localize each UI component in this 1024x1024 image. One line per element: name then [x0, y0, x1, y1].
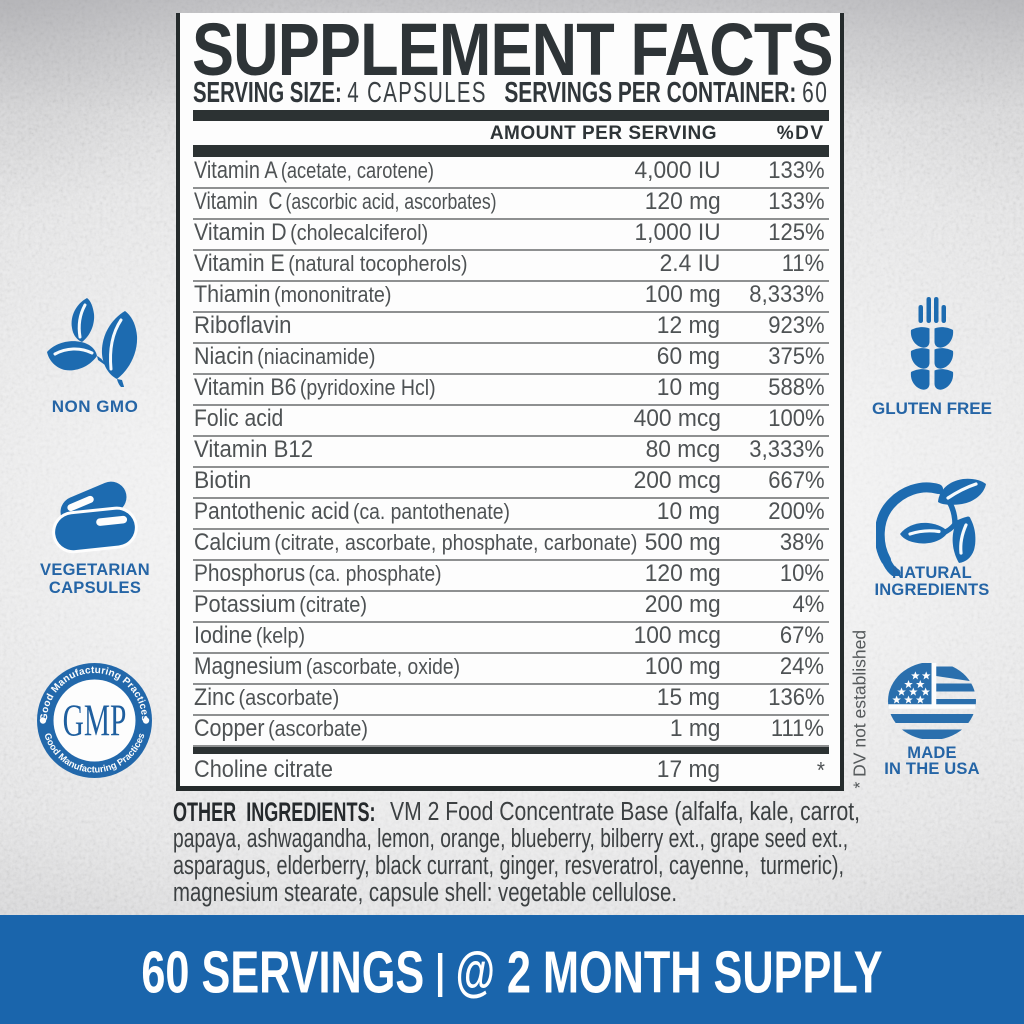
svg-text:GMP: GMP: [63, 696, 127, 746]
